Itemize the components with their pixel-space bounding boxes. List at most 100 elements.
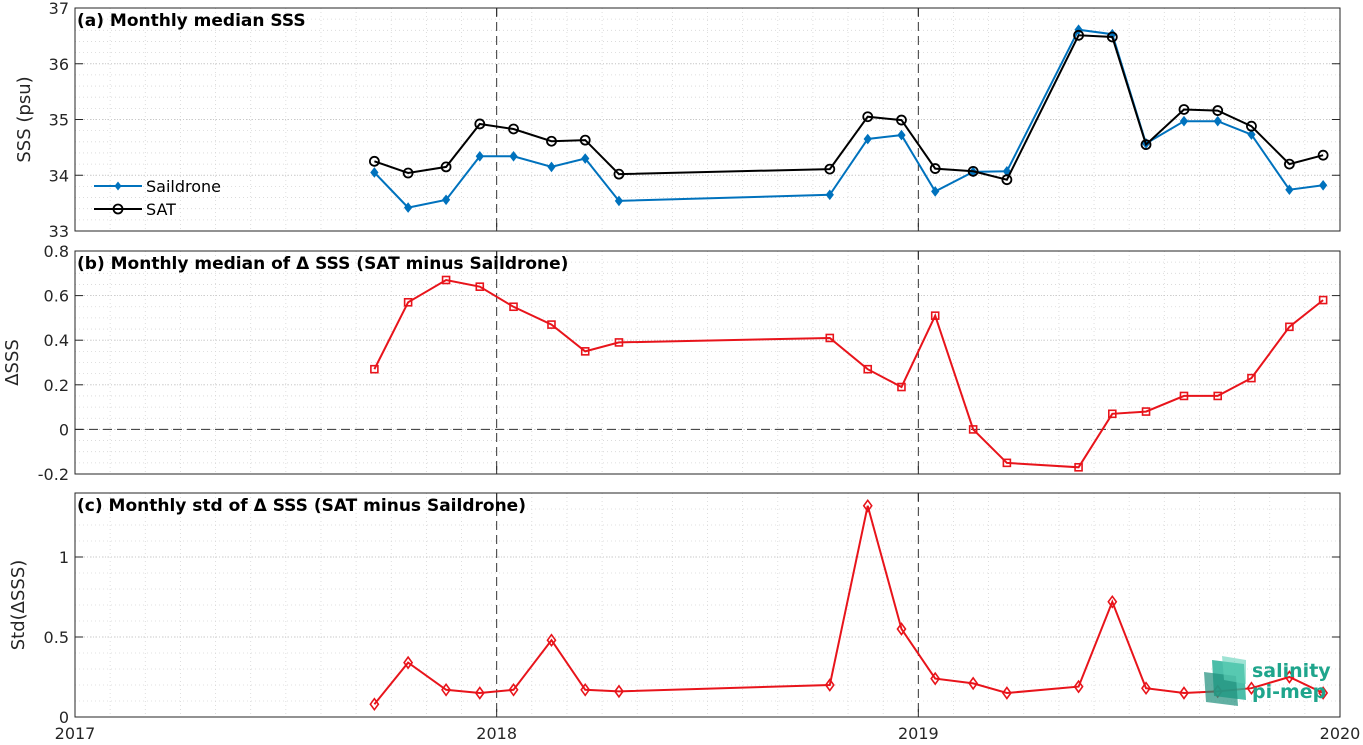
std-delta-sss-series-point [580, 682, 591, 697]
logo-icon-shape [1222, 656, 1246, 684]
delta-sss-series-point [968, 425, 978, 434]
sat-series-point [967, 165, 979, 177]
x-tick-label: 2018 [476, 724, 517, 743]
y-tick-label: 1 [59, 548, 69, 567]
std-delta-sss-series-point [896, 622, 907, 636]
sat-series-point [613, 168, 625, 180]
y-tick-label: 0.2 [44, 376, 69, 395]
saildrone-series-point [1285, 184, 1294, 196]
saildrone-series-point [370, 167, 379, 178]
std-delta-sss-series-point [546, 633, 557, 648]
sat-series-point [896, 114, 907, 126]
saildrone-series-line [373, 28, 1324, 209]
delta-sss-series-point [370, 364, 379, 374]
delta-sss-series-point [1285, 322, 1294, 332]
sat-series-point [402, 167, 414, 179]
delta-sss-series-point [1179, 391, 1189, 401]
sat-series-point [1246, 120, 1257, 132]
delta-sss-series-point [825, 333, 835, 343]
saildrone-series-point [1247, 129, 1256, 140]
sat-series-point [862, 111, 874, 123]
x-tick-label: 2020 [1320, 724, 1361, 743]
sat-series-point [440, 161, 452, 173]
delta-sss-series-point [1002, 458, 1012, 468]
delta-sss-series-point [614, 338, 624, 347]
sat-series-point [1106, 31, 1118, 43]
sat-series-point [546, 135, 557, 147]
y-tick-label: 0.6 [44, 287, 69, 306]
std-delta-sss-series-point [1073, 679, 1084, 694]
salinity-pi-mep-logo-icon [1204, 656, 1246, 706]
y-tick-label: 36 [49, 55, 69, 74]
y-axis-label: Std(ΔSSS) [8, 560, 29, 651]
delta-sss-series-point [897, 382, 906, 392]
std-delta-sss-series-point [1001, 686, 1012, 700]
saildrone-series-point [441, 194, 451, 206]
saildrone-series-point [1213, 115, 1222, 127]
delta-sss-series-point [863, 364, 873, 374]
std-delta-sss-series-point [508, 682, 519, 697]
delta-sss-series-point [1318, 295, 1328, 305]
std-delta-sss-series-line [373, 505, 1324, 705]
saildrone-series-point [897, 129, 906, 141]
panel-monthly-median-delta-sss: -0.2 0 0.2 0.4 0.6 0.8 (b) Monthly median of Δ… [2, 242, 1341, 484]
axes-box [74, 250, 1341, 475]
delta-sss-series-point [1074, 463, 1083, 472]
std-delta-sss-series-point [824, 678, 835, 692]
std-delta-sss-series-point [930, 671, 941, 686]
saildrone-series-point [614, 195, 624, 207]
saildrone-series-point [581, 153, 590, 164]
sat-series-point [368, 155, 380, 167]
std-delta-sss-series-point [1246, 681, 1257, 696]
std-delta-sss-series-point [968, 676, 979, 691]
y-tick-label: 37 [49, 0, 69, 18]
saildrone-series-point [863, 133, 872, 145]
panel-monthly-std-delta-sss: 0 0.5 1 2017 2018 2019 2020 (c) Monthly std of … [8, 492, 1361, 743]
sat-series-point [508, 123, 519, 135]
delta-sss-series-point [930, 311, 940, 320]
delta-sss-series-point [1213, 391, 1223, 401]
y-tick-label: 33 [49, 222, 69, 241]
sat-series-point [1001, 174, 1013, 186]
x-tick-label: 2017 [55, 724, 96, 743]
sat-series-point [1284, 158, 1295, 170]
legend-swatch-marker [114, 181, 122, 191]
panel-title: (c) Monthly std of Δ SSS (SAT minus Sail… [77, 496, 526, 516]
saildrone-series-point [1318, 179, 1328, 191]
sat-series-point [824, 163, 836, 175]
y-axis-label: SSS (psu) [14, 76, 35, 162]
y-tick-label: 35 [49, 111, 69, 130]
sat-series-point [1140, 139, 1152, 150]
y-tick-label: 0.8 [44, 242, 69, 261]
sat-series-point [1178, 104, 1190, 115]
saildrone-series-point [509, 150, 518, 162]
legend-entry-label: SAT [146, 200, 176, 219]
std-delta-sss-series-point [862, 498, 873, 513]
panel-title: (a) Monthly median SSS [77, 11, 306, 31]
std-delta-sss-series-point [613, 684, 624, 699]
sat-series-point [929, 163, 941, 174]
sat-series-point [1317, 149, 1329, 161]
delta-sss-series-point [1108, 409, 1117, 419]
std-delta-sss-series-point [1318, 686, 1329, 700]
y-tick-label: 0.4 [44, 331, 69, 350]
delta-sss-series-point [547, 320, 556, 329]
delta-sss-series-line [373, 278, 1324, 469]
delta-sss-series-point [441, 275, 451, 285]
logo-text-pi-mep: pi-mep [1252, 681, 1326, 703]
delta-sss-series-point [1141, 407, 1151, 416]
saildrone-series-point [931, 186, 940, 197]
saildrone-series-point [475, 150, 484, 162]
sat-series-point [474, 118, 486, 130]
y-tick-label: 0.5 [44, 628, 69, 647]
std-delta-sss-series-point [403, 655, 414, 670]
y-axis-label: ΔSSS [2, 339, 23, 386]
std-delta-sss-series-point [1178, 686, 1189, 700]
std-delta-sss-series-point [441, 682, 452, 697]
delta-sss-series-point [1247, 373, 1256, 383]
saildrone-series-point [403, 202, 413, 213]
delta-sss-series-point [475, 282, 485, 291]
axes-box [74, 492, 1341, 718]
